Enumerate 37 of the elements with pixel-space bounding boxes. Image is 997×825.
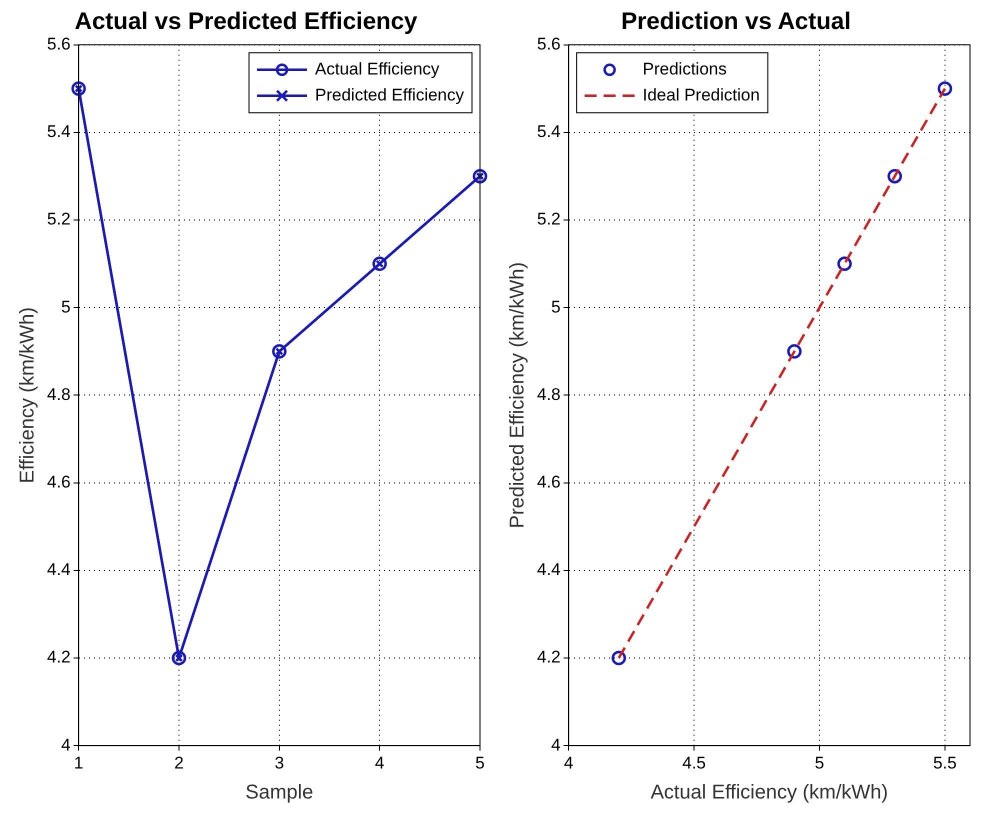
x-tick-label: 4 xyxy=(564,753,574,772)
y-tick-label: 5.4 xyxy=(536,122,561,142)
y-tick-label: 4 xyxy=(551,735,561,754)
legend-label: Ideal Prediction xyxy=(642,85,760,104)
y-tick-label: 5.4 xyxy=(46,122,71,142)
x-axis-title: Actual Efficiency (km/kWh) xyxy=(650,782,888,804)
y-tick-label: 5.6 xyxy=(46,34,71,54)
x-tick-label: 5.5 xyxy=(933,753,957,772)
y-tick-label: 4 xyxy=(61,735,71,754)
y-tick-label: 4.8 xyxy=(46,384,71,404)
y-axis-title: Predicted Efficiency (km/kWh) xyxy=(506,262,529,528)
x-axis-title: Sample xyxy=(245,782,314,804)
x-tick-label: 2 xyxy=(174,753,184,772)
y-tick-label: 4.2 xyxy=(536,648,561,667)
x-tick-label: 4 xyxy=(374,753,384,772)
chart-title: Prediction vs Actual xyxy=(621,8,851,36)
x-tick-label: 5 xyxy=(475,753,485,772)
y-tick-label: 4.6 xyxy=(536,472,561,492)
x-tick-label: 5 xyxy=(814,753,824,772)
legend-label: Actual Efficiency xyxy=(315,59,440,78)
y-tick-label: 4.8 xyxy=(536,384,561,404)
y-tick-label: 5.6 xyxy=(536,34,561,54)
y-tick-label: 5.2 xyxy=(536,210,561,229)
y-tick-label: 4.4 xyxy=(536,560,561,580)
legend-label: Predictions xyxy=(642,59,727,78)
legend-label: Predicted Efficiency xyxy=(315,85,464,104)
y-tick-label: 5 xyxy=(61,297,71,316)
y-tick-label: 4.6 xyxy=(46,472,71,492)
y-tick-label: 5 xyxy=(551,297,561,316)
x-tick-label: 4.5 xyxy=(682,753,706,772)
y-axis-title: Efficiency (km/kWh) xyxy=(16,307,39,484)
y-tick-label: 5.2 xyxy=(46,210,71,229)
chart-title: Actual vs Predicted Efficiency xyxy=(74,8,418,36)
x-tick-label: 3 xyxy=(274,753,284,772)
y-tick-label: 4.4 xyxy=(46,560,71,580)
y-tick-label: 4.2 xyxy=(46,648,71,667)
x-tick-label: 1 xyxy=(74,753,84,772)
